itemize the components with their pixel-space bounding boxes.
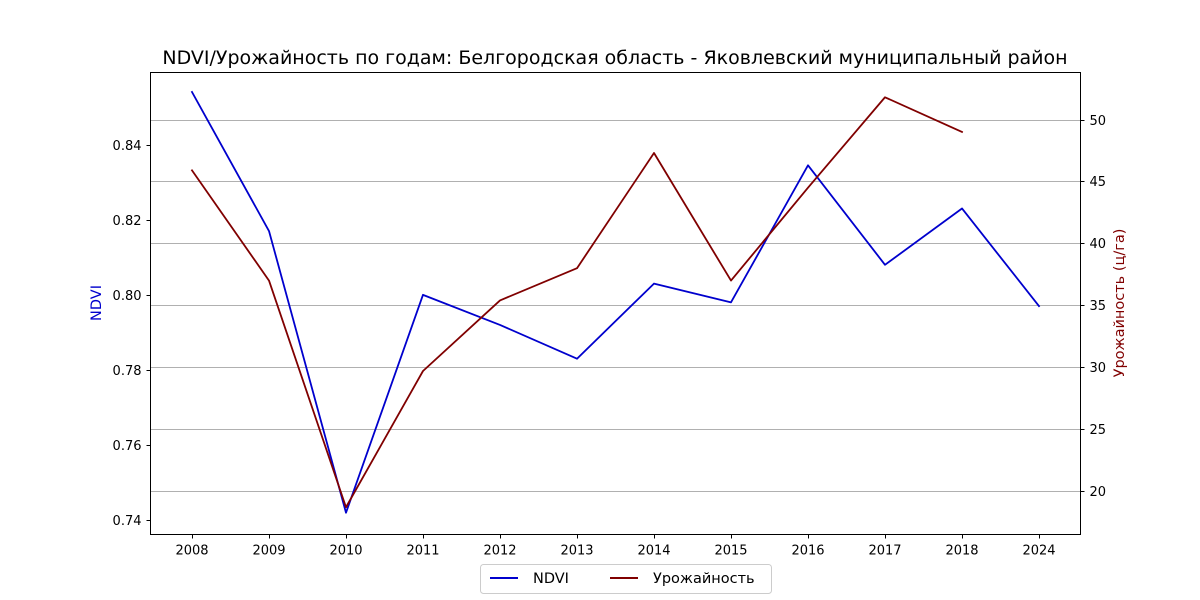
y-left-tick-label: 0.82	[113, 214, 142, 229]
chart-title: NDVI/Урожайность по годам: Белгородская …	[162, 47, 1067, 69]
y-left-tick-label: 0.80	[113, 289, 142, 304]
x-tick-label: 2011	[406, 544, 439, 559]
x-tick-label: 2013	[560, 544, 593, 559]
y-right-tick-label: 20	[1090, 485, 1107, 500]
x-tick-label: 2012	[483, 544, 516, 559]
y-right-tick-label: 40	[1090, 237, 1107, 252]
plot-frame	[150, 72, 1081, 535]
y-right-tick-label: 25	[1090, 423, 1107, 438]
x-tick-label: 2018	[945, 544, 978, 559]
y-axis-right: 20 25 30 35 40 45 50	[1080, 114, 1107, 500]
y-right-tick-label: 45	[1090, 175, 1107, 190]
y-right-tick-label: 50	[1090, 114, 1107, 129]
x-tick-label: 2014	[637, 544, 670, 559]
x-tick-label: 2010	[329, 544, 362, 559]
legend: NDVI Урожайность	[480, 564, 772, 594]
legend-label-yield: Урожайность	[653, 571, 755, 587]
x-axis: 2008 2009 2010 2011 2012 2013 2014 2015 2016 2017…	[175, 534, 1056, 559]
x-tick-label: 2008	[175, 544, 208, 559]
x-tick-label: 2009	[252, 544, 285, 559]
x-tick-label: 2015	[714, 544, 747, 559]
x-tick-label: 2017	[868, 544, 901, 559]
series-line-yield	[190, 96, 964, 509]
y-left-tick-label: 0.74	[113, 514, 142, 529]
y-axis-left-label: NDVI	[89, 285, 105, 321]
x-tick-label: 2016	[791, 544, 824, 559]
series-line-ndvi	[190, 90, 1041, 514]
y-right-tick-label: 35	[1090, 299, 1107, 314]
legend-label-ndvi: NDVI	[533, 571, 569, 587]
y-left-tick-label: 0.84	[113, 139, 142, 154]
series-lines	[190, 90, 1041, 514]
x-tick-label: 2024	[1022, 544, 1055, 559]
y-axis-left: 0.74 0.76 0.78 0.80 0.82 0.84	[113, 139, 151, 529]
y-left-tick-label: 0.76	[113, 439, 142, 454]
y-right-tick-label: 30	[1090, 361, 1107, 376]
y-left-tick-label: 0.78	[113, 364, 142, 379]
y-axis-right-label: Урожайность (ц/га)	[1112, 229, 1128, 378]
